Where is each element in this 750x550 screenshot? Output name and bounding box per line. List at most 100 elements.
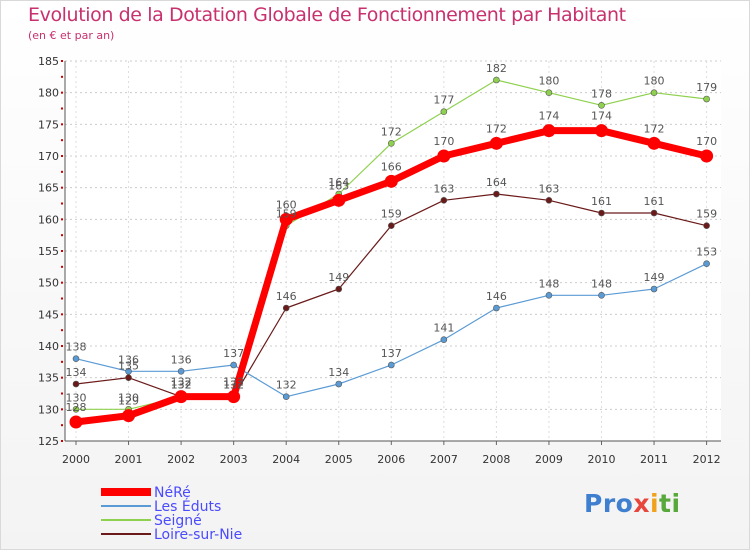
data-point-nere-2010 xyxy=(595,124,608,138)
data-label-loire-sur-nie-2002: 132 xyxy=(171,379,192,392)
data-point-loire-sur-nie-2008 xyxy=(493,190,500,198)
data-label-nere-2000: 128 xyxy=(66,401,87,414)
data-label-nere-2006: 166 xyxy=(381,160,402,173)
y-tick-label-160: 160 xyxy=(38,213,59,226)
data-label-les-eduts-2008: 146 xyxy=(486,290,507,303)
data-label-les-eduts-2005: 134 xyxy=(328,366,349,379)
data-point-seigne-2010 xyxy=(598,102,605,109)
data-label-les-eduts-2003: 137 xyxy=(223,347,244,360)
x-tick-label-2010: 2010 xyxy=(588,453,616,466)
data-label-loire-sur-nie-2007: 163 xyxy=(433,182,454,195)
y-tick-mark-165 xyxy=(61,186,63,189)
data-label-seigne-2004: 159 xyxy=(276,208,297,221)
logo-part-1: Pro xyxy=(584,489,634,518)
y-minor-tick-150 xyxy=(61,265,63,268)
data-point-nere-2000 xyxy=(69,415,83,429)
data-point-loire-sur-nie-2009 xyxy=(545,197,553,204)
data-label-nere-2004: 160 xyxy=(276,198,297,211)
data-point-loire-sur-nie-2004 xyxy=(282,304,290,312)
x-tick-label-2003: 2003 xyxy=(220,453,248,466)
y-tick-label-130: 130 xyxy=(38,403,59,416)
data-label-seigne-2008: 182 xyxy=(486,62,507,75)
y-tick-mark-150 xyxy=(61,281,63,284)
y-minor-tick-130 xyxy=(61,392,63,395)
logo-part-2: x xyxy=(633,489,650,518)
data-point-nere-2012 xyxy=(700,149,714,163)
data-point-seigne-2009 xyxy=(545,89,553,96)
y-tick-label-170: 170 xyxy=(38,150,59,163)
data-label-seigne-2011: 180 xyxy=(644,75,665,88)
data-label-loire-sur-nie-2010: 161 xyxy=(591,195,612,208)
data-point-les-eduts-2012 xyxy=(703,260,710,267)
data-label-seigne-2009: 180 xyxy=(538,75,559,88)
data-point-les-eduts-2000 xyxy=(72,355,80,362)
y-tick-label-175: 175 xyxy=(38,118,59,131)
data-point-nere-2003 xyxy=(227,390,241,404)
y-minor-tick-175 xyxy=(61,107,63,110)
data-point-les-eduts-2011 xyxy=(650,285,658,293)
data-label-loire-sur-nie-2005: 149 xyxy=(328,271,349,284)
y-tick-label-150: 150 xyxy=(38,277,59,290)
data-point-les-eduts-2001 xyxy=(125,368,132,375)
data-label-loire-sur-nie-2011: 161 xyxy=(644,195,665,208)
data-label-loire-sur-nie-2012: 159 xyxy=(696,208,717,221)
x-tick-label-2002: 2002 xyxy=(167,453,195,466)
legend-label-nere: NéRé xyxy=(154,485,191,501)
y-minor-tick-160 xyxy=(61,202,63,205)
data-label-les-eduts-2007: 141 xyxy=(433,322,454,335)
data-point-nere-2004 xyxy=(279,212,293,226)
data-point-seigne-2007 xyxy=(440,108,448,115)
data-point-seigne-2008 xyxy=(493,76,500,84)
data-label-loire-sur-nie-2004: 146 xyxy=(276,290,297,303)
data-label-seigne-2002: 132 xyxy=(171,379,192,392)
logo-part-4: ti xyxy=(659,489,681,518)
data-label-nere-2002: 132 xyxy=(171,376,192,389)
data-point-nere-2008 xyxy=(489,136,503,150)
y-tick-mark-145 xyxy=(61,313,63,316)
data-point-seigne-2012 xyxy=(703,95,710,103)
x-tick-label-2000: 2000 xyxy=(62,453,90,466)
y-tick-label-135: 135 xyxy=(38,372,59,385)
data-point-nere-2001 xyxy=(122,409,136,423)
data-label-nere-2012: 170 xyxy=(696,135,717,148)
y-minor-tick-145 xyxy=(61,297,63,300)
x-tick-label-2011: 2011 xyxy=(640,453,668,466)
data-point-nere-2002 xyxy=(174,390,188,404)
x-tick-label-2008: 2008 xyxy=(482,453,510,466)
data-label-nere-2008: 172 xyxy=(486,122,507,135)
data-point-seigne-2006 xyxy=(387,140,395,147)
x-tick-label-2007: 2007 xyxy=(430,453,458,466)
data-label-les-eduts-2006: 137 xyxy=(381,347,402,360)
data-label-seigne-2012: 179 xyxy=(696,81,717,94)
y-minor-tick-170 xyxy=(61,139,63,142)
y-tick-label-145: 145 xyxy=(38,308,59,321)
data-label-loire-sur-nie-2006: 159 xyxy=(381,208,402,221)
logo-part-3: i xyxy=(649,489,660,518)
data-point-les-eduts-2002 xyxy=(177,368,185,375)
data-label-seigne-2010: 178 xyxy=(591,87,612,100)
data-label-nere-2009: 174 xyxy=(538,110,559,123)
y-minor-tick-180 xyxy=(61,75,63,78)
data-label-les-eduts-2012: 153 xyxy=(696,246,717,259)
data-label-seigne-2000: 130 xyxy=(66,391,87,404)
data-point-nere-2006 xyxy=(384,174,398,188)
data-point-nere-2007 xyxy=(437,149,451,163)
chart-subtitle: (en € et par an) xyxy=(28,29,115,42)
y-tick-mark-185 xyxy=(61,60,63,62)
x-tick-label-2012: 2012 xyxy=(693,453,721,466)
y-tick-label-140: 140 xyxy=(38,340,59,353)
data-point-nere-2009 xyxy=(542,124,556,138)
y-minor-tick-140 xyxy=(61,329,63,332)
y-tick-mark-130 xyxy=(61,408,63,411)
data-point-nere-2005 xyxy=(332,193,346,207)
plot-area xyxy=(65,61,721,441)
data-label-nere-2001: 129 xyxy=(118,395,139,408)
data-point-seigne-2011 xyxy=(650,89,658,96)
data-label-seigne-2006: 172 xyxy=(381,125,402,138)
data-label-seigne-2001: 130 xyxy=(118,391,139,404)
data-label-les-eduts-2002: 136 xyxy=(171,353,192,366)
y-minor-tick-135 xyxy=(61,360,63,363)
data-point-loire-sur-nie-2000 xyxy=(72,380,80,388)
